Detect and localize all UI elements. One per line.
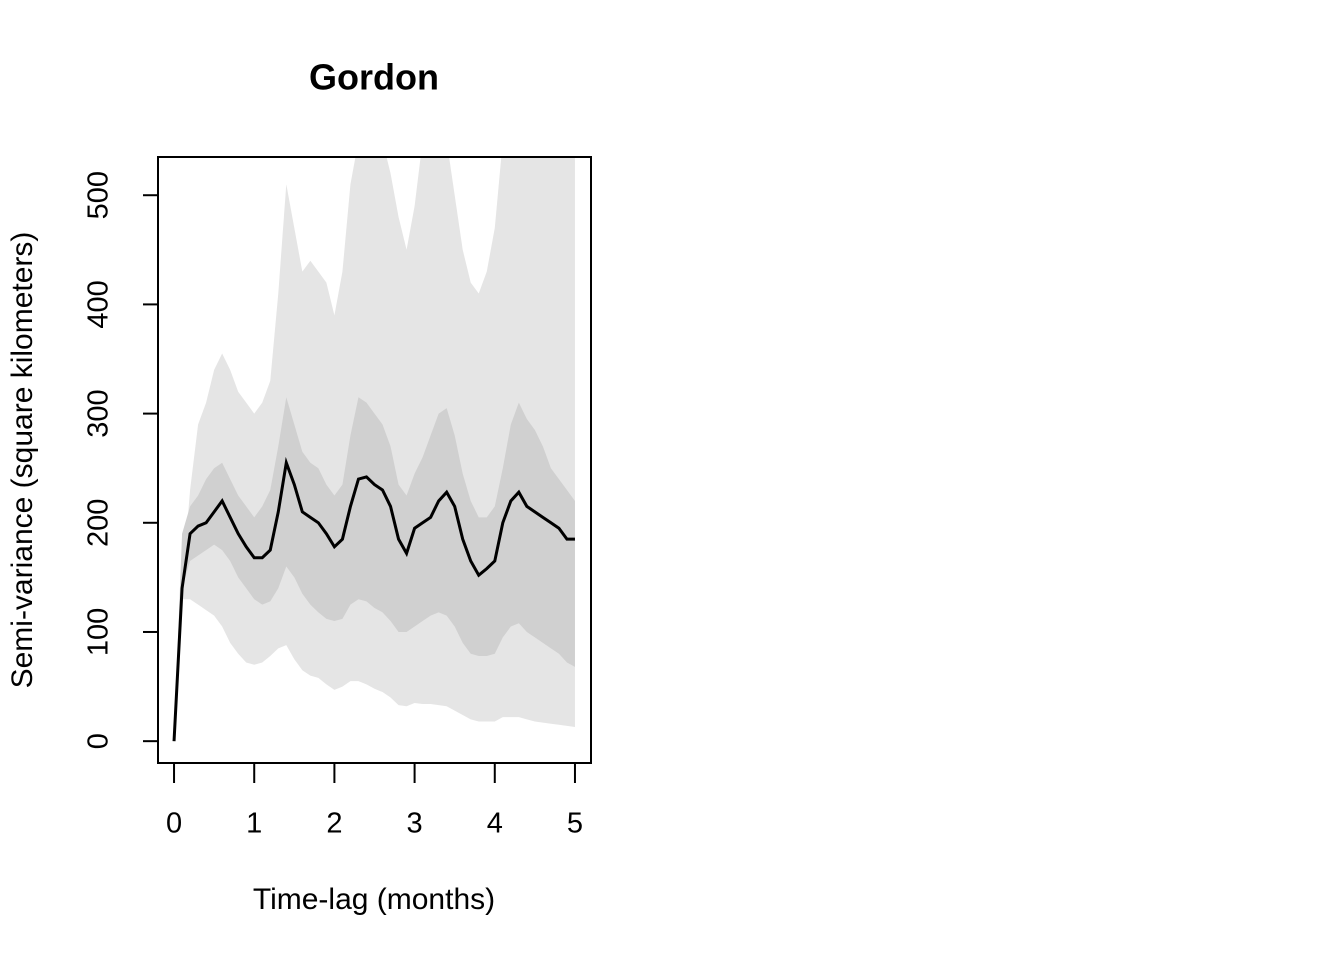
y-tick-label: 400 [83,280,115,328]
x-tick-label: 0 [166,808,182,840]
mean-line [172,456,575,742]
x-tick-label: 3 [407,808,423,840]
x-tick-label: 1 [246,808,262,840]
plot-area [172,157,575,742]
chart-title: Gordon [309,57,439,98]
x-axis-label: Time-lag (months) [253,883,495,916]
x-tick-label: 2 [326,808,342,840]
y-tick-label: 300 [83,389,115,437]
band [174,397,575,742]
x-tick-label: 4 [487,808,503,840]
y-tick-label: 100 [83,608,115,656]
y-axis-label: Semi-variance (square kilometers) [6,232,39,689]
y-tick-label: 0 [83,733,115,749]
y-tick-label: 500 [83,171,115,219]
y-tick-label: 200 [83,499,115,547]
x-tick-label: 5 [567,808,583,840]
